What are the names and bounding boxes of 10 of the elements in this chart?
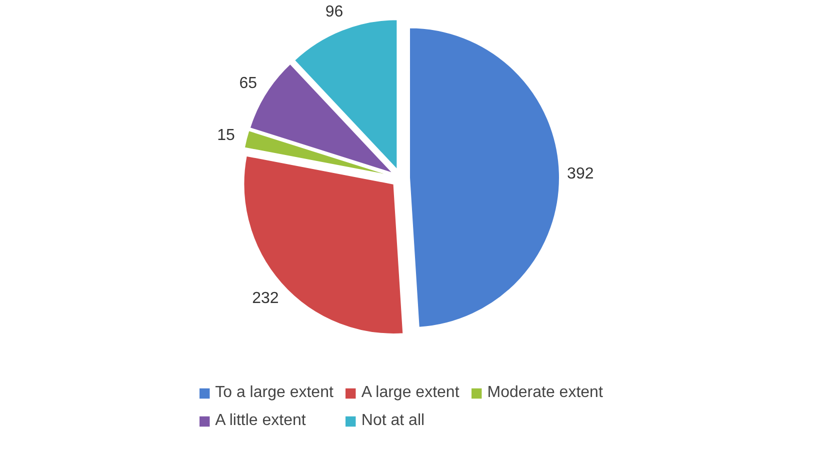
legend-label: Not at all	[361, 412, 425, 430]
legend-label: A little extent	[215, 412, 306, 430]
data-label: 96	[325, 4, 344, 21]
legend-label: Moderate extent	[487, 384, 603, 402]
data-label: 15	[217, 126, 235, 144]
legend-label: A large extent	[361, 384, 460, 402]
data-label: 232	[252, 290, 279, 308]
data-label: 65	[239, 75, 258, 92]
data-label: 392	[567, 165, 594, 182]
legend-label: To a large extent	[215, 384, 334, 402]
